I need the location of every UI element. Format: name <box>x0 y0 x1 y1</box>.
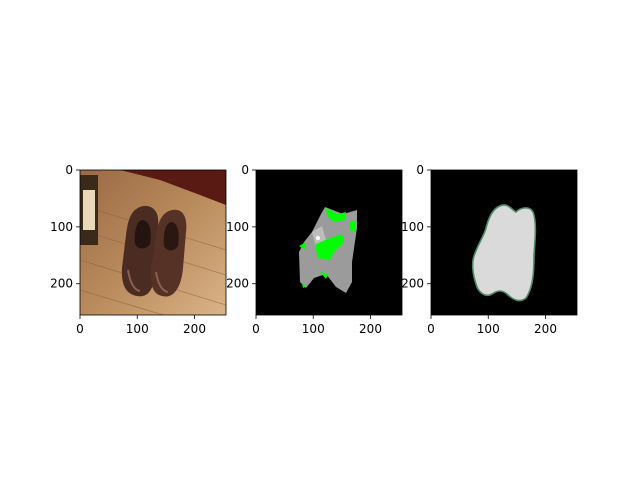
y-tick-label: 0 <box>416 163 424 177</box>
y-tick-label: 200 <box>401 277 424 291</box>
y-tick-label: 0 <box>241 163 249 177</box>
x-tick-label: 100 <box>477 322 500 336</box>
mask-image <box>431 170 577 315</box>
y-tick-label: 100 <box>401 220 424 234</box>
y-tick-label: 200 <box>50 277 73 291</box>
x-tick-label: 100 <box>302 322 325 336</box>
x-tick-label: 100 <box>126 322 149 336</box>
photo-panel <box>79 169 227 316</box>
y-tick-label: 100 <box>50 220 73 234</box>
photo-image <box>80 170 226 315</box>
mask-panel <box>430 169 578 316</box>
y-tick-label: 100 <box>226 220 249 234</box>
axis-tick-labels: 0 100 200 0 100 200 0 100 200 0 100 200 0 100 200 0 100 2… <box>50 163 557 336</box>
y-tick-label: 0 <box>65 163 73 177</box>
segmentation-image <box>256 170 402 315</box>
x-tick-label: 0 <box>252 322 260 336</box>
x-tick-label: 200 <box>183 322 206 336</box>
segmentation-panel <box>255 169 403 316</box>
x-tick-label: 0 <box>76 322 84 336</box>
x-tick-label: 200 <box>534 322 557 336</box>
x-tick-label: 0 <box>427 322 435 336</box>
y-tick-label: 200 <box>226 277 249 291</box>
x-tick-label: 200 <box>359 322 382 336</box>
axis-ticks <box>76 169 546 319</box>
